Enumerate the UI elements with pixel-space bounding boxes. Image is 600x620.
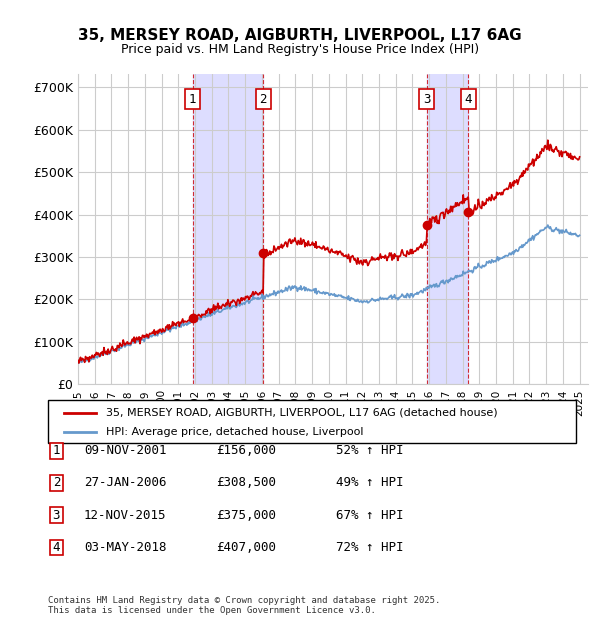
- Text: 09-NOV-2001: 09-NOV-2001: [84, 445, 167, 457]
- Text: 4: 4: [464, 93, 472, 105]
- FancyBboxPatch shape: [50, 443, 63, 459]
- Text: 4: 4: [53, 541, 60, 554]
- Text: Contains HM Land Registry data © Crown copyright and database right 2025.
This d: Contains HM Land Registry data © Crown c…: [48, 596, 440, 615]
- Text: 3: 3: [423, 93, 431, 105]
- Text: 12-NOV-2015: 12-NOV-2015: [84, 509, 167, 521]
- FancyBboxPatch shape: [50, 539, 63, 556]
- Text: £156,000: £156,000: [216, 445, 276, 457]
- Text: 67% ↑ HPI: 67% ↑ HPI: [336, 509, 404, 521]
- Text: 35, MERSEY ROAD, AIGBURTH, LIVERPOOL, L17 6AG (detached house): 35, MERSEY ROAD, AIGBURTH, LIVERPOOL, L1…: [106, 408, 498, 418]
- Text: 1: 1: [53, 445, 60, 457]
- Text: HPI: Average price, detached house, Liverpool: HPI: Average price, detached house, Live…: [106, 427, 364, 438]
- Bar: [193, 74, 263, 384]
- Text: 2: 2: [259, 93, 267, 105]
- Text: 3: 3: [53, 509, 60, 521]
- Text: £407,000: £407,000: [216, 541, 276, 554]
- Text: 2: 2: [53, 477, 60, 489]
- Text: 72% ↑ HPI: 72% ↑ HPI: [336, 541, 404, 554]
- Text: £308,500: £308,500: [216, 477, 276, 489]
- Text: 27-JAN-2006: 27-JAN-2006: [84, 477, 167, 489]
- Text: £375,000: £375,000: [216, 509, 276, 521]
- FancyBboxPatch shape: [50, 475, 63, 491]
- FancyBboxPatch shape: [50, 507, 63, 523]
- Text: Price paid vs. HM Land Registry's House Price Index (HPI): Price paid vs. HM Land Registry's House …: [121, 43, 479, 56]
- Text: 1: 1: [189, 93, 196, 105]
- Text: 03-MAY-2018: 03-MAY-2018: [84, 541, 167, 554]
- Text: 52% ↑ HPI: 52% ↑ HPI: [336, 445, 404, 457]
- FancyBboxPatch shape: [48, 400, 576, 443]
- Bar: [427, 74, 468, 384]
- Text: 49% ↑ HPI: 49% ↑ HPI: [336, 477, 404, 489]
- Text: 35, MERSEY ROAD, AIGBURTH, LIVERPOOL, L17 6AG: 35, MERSEY ROAD, AIGBURTH, LIVERPOOL, L1…: [78, 28, 522, 43]
